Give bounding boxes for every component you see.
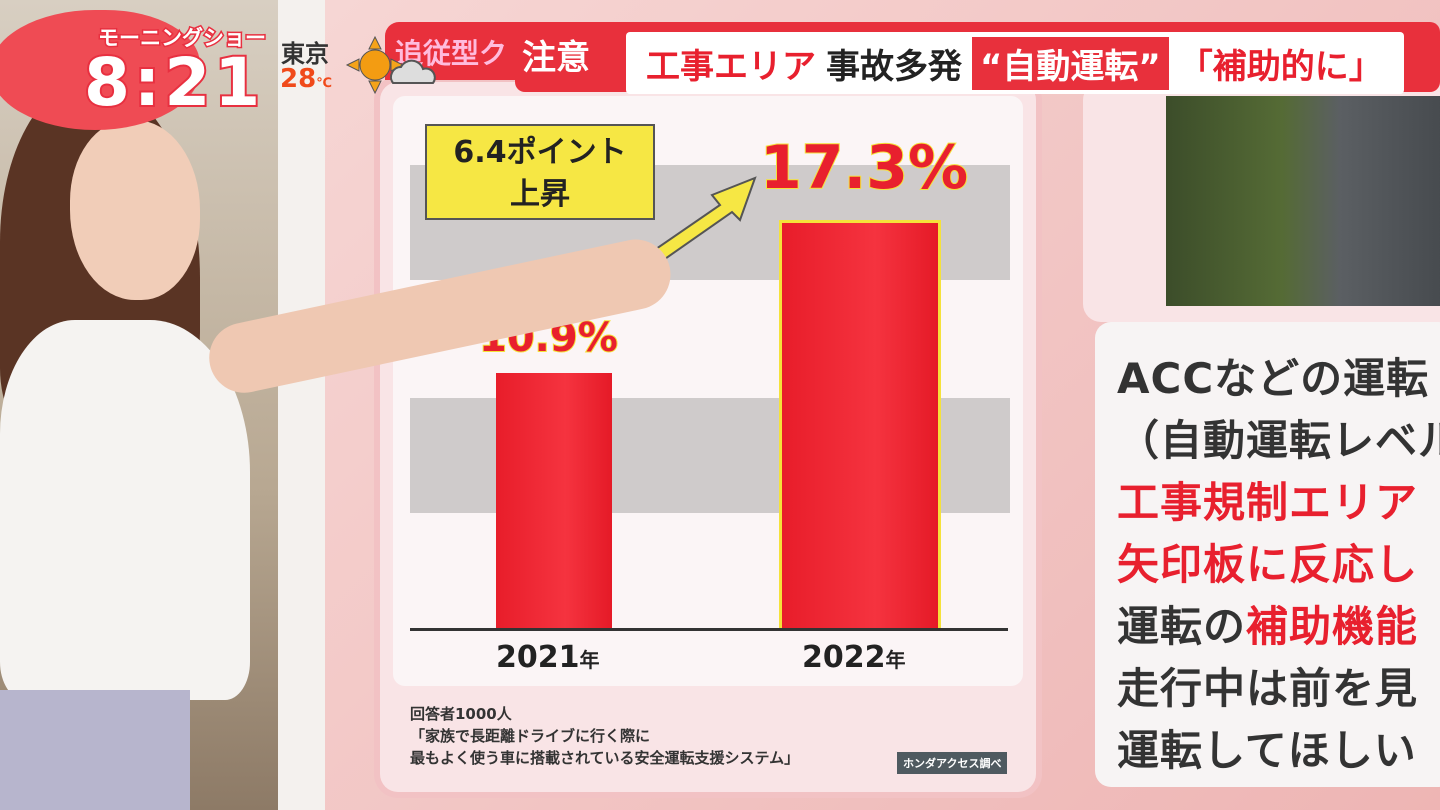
weather-city: 東京	[281, 40, 329, 68]
side-text-segment: 運転の	[1117, 602, 1247, 651]
x-tick-suffix: 年	[579, 648, 600, 672]
side-text-segment: 矢印板に反応し	[1117, 540, 1419, 589]
side-text-segment: ACCなどの運転	[1117, 354, 1430, 403]
headline-part2: 事故多発	[826, 46, 962, 87]
x-tick-2021: 2021年	[496, 640, 600, 675]
side-text-segment: （自動運転レベル	[1117, 416, 1440, 465]
show-logo-background	[0, 10, 200, 130]
source-badge: ホンダアクセス調べ	[897, 752, 1008, 774]
presenter-skirt	[0, 690, 190, 810]
headline-part1: 工事エリア	[646, 46, 816, 87]
presenter-blouse	[0, 320, 250, 700]
side-text-line: 運転してほしい	[1117, 720, 1440, 782]
side-text-line: （自動運転レベル	[1117, 410, 1440, 472]
headline: 工事エリア 事故多発 “自動運転” 「補助的に」	[626, 32, 1404, 94]
value-label-2022: 17.3%	[759, 132, 969, 204]
side-text-segment: 工事規制エリア	[1117, 478, 1419, 527]
increase-callout: 6.4ポイント 上昇	[425, 124, 655, 220]
headline-tag: 注意	[522, 38, 590, 78]
clock: 8:21	[82, 42, 265, 123]
callout-line1: 6.4ポイント	[453, 135, 627, 170]
side-text-segment: 走行中は前を見	[1117, 664, 1419, 713]
studio-pillar	[278, 0, 328, 810]
side-text-line: 矢印板に反応し	[1117, 534, 1440, 596]
chart-notes: 回答者1000人 「家族で長距離ドライブに行く際に 最もよく使う車に搭載されてい…	[410, 703, 799, 769]
temperature: 28℃	[280, 64, 332, 94]
x-tick-suffix: 年	[885, 648, 906, 672]
construction-area-photo	[1166, 96, 1440, 306]
side-text-panel: ACCなどの運転 （自動運転レベル 工事規制エリア 矢印板に反応し 運転の補助機能 走行中…	[1095, 322, 1440, 787]
show-name: モーニングショー	[97, 25, 268, 52]
x-axis-line	[410, 628, 1008, 631]
respondents-note: 回答者1000人	[410, 705, 512, 723]
side-text-line: 運転の補助機能	[1117, 596, 1440, 658]
x-tick-year: 2021	[496, 640, 580, 675]
bar-2021	[496, 372, 612, 628]
callout-line2: 上昇	[510, 177, 570, 212]
question-line1: 「家族で長距離ドライブに行く際に	[410, 727, 651, 745]
side-text-segment: 運転してほしい	[1117, 726, 1417, 775]
side-text-line: ACCなどの運転	[1117, 348, 1440, 410]
side-text-line: 走行中は前を見	[1117, 658, 1440, 720]
headline-quote2: 「補助的に」	[1178, 46, 1383, 87]
bar-2022	[782, 223, 938, 628]
question-line2: 最もよく使う車に搭載されている安全運転支援システム」	[410, 749, 800, 767]
headline-quote1: “自動運転”	[972, 36, 1169, 90]
x-tick-year: 2022	[802, 640, 886, 675]
presenter-face	[70, 120, 200, 300]
side-text-line: 工事規制エリア	[1117, 472, 1440, 534]
sun-cloud-icon	[345, 35, 436, 95]
x-tick-2022: 2022年	[802, 640, 906, 675]
temperature-unit: ℃	[316, 76, 332, 91]
temperature-value: 28	[280, 64, 317, 94]
side-text-segment: 補助機能	[1246, 602, 1419, 651]
